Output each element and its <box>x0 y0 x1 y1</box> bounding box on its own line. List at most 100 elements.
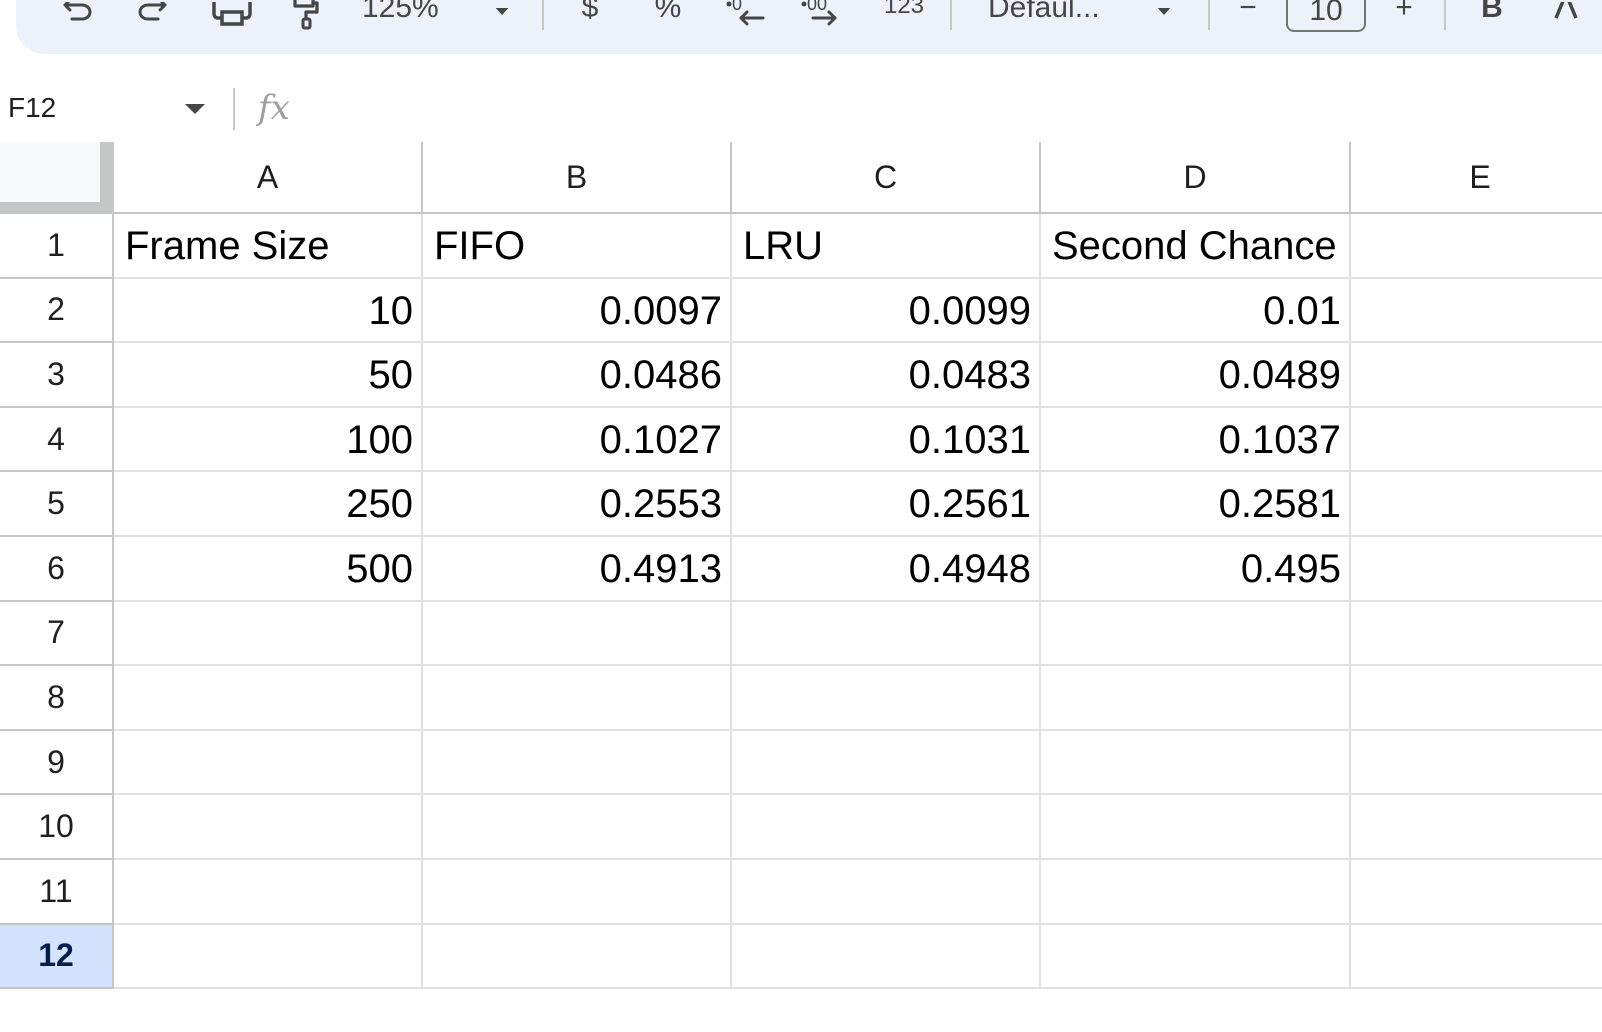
freeze-handle-vertical[interactable] <box>100 142 114 214</box>
cell-c7[interactable] <box>732 601 1041 667</box>
row-header-3[interactable]: 3 <box>0 343 114 408</box>
cell-a9[interactable] <box>114 730 423 796</box>
row-header-7[interactable]: 7 <box>0 601 114 667</box>
cell-a10[interactable] <box>114 795 423 860</box>
cell-e5[interactable] <box>1351 472 1602 537</box>
cell-d8[interactable] <box>1041 666 1351 731</box>
cell-b11[interactable] <box>423 860 732 925</box>
row-header-1[interactable]: 1 <box>0 214 114 279</box>
cell-e8[interactable] <box>1351 666 1602 731</box>
print-icon[interactable] <box>208 0 256 30</box>
font-size-increase-button[interactable]: + <box>1395 0 1413 24</box>
cell-b3[interactable]: 0.0486 <box>423 343 732 408</box>
cell-d4[interactable]: 0.1037 <box>1041 407 1351 473</box>
cell-c8[interactable] <box>732 666 1041 731</box>
cell-d10[interactable] <box>1041 795 1351 860</box>
cell-d2[interactable]: 0.01 <box>1041 278 1351 344</box>
column-header-d[interactable]: D <box>1041 142 1351 214</box>
cell-a3[interactable]: 50 <box>114 343 423 408</box>
name-box[interactable]: F12 <box>8 92 57 123</box>
cell-a2[interactable]: 10 <box>114 278 423 344</box>
cell-d6[interactable]: 0.495 <box>1041 537 1351 602</box>
row-header-8[interactable]: 8 <box>0 666 114 731</box>
cell-d7[interactable] <box>1041 601 1351 667</box>
increase-decimal-icon[interactable]: 00 <box>798 0 844 30</box>
decrease-decimal-icon[interactable]: 0 <box>722 0 768 30</box>
cell-b1[interactable]: FIFO <box>423 214 732 279</box>
paint-format-icon[interactable] <box>286 0 326 30</box>
cell-c6[interactable]: 0.4948 <box>732 537 1041 602</box>
row-header-11[interactable]: 11 <box>0 860 114 925</box>
cell-b2[interactable]: 0.0097 <box>423 278 732 344</box>
cell-d12[interactable] <box>1041 924 1351 990</box>
toolbar <box>16 0 1602 54</box>
row-header-4[interactable]: 4 <box>0 407 114 473</box>
row-header-5[interactable]: 5 <box>0 472 114 537</box>
cell-a8[interactable] <box>114 666 423 731</box>
row-header-6[interactable]: 6 <box>0 537 114 602</box>
cell-e2[interactable] <box>1351 279 1602 344</box>
cell-c10[interactable] <box>732 795 1041 860</box>
cell-d5[interactable]: 0.2581 <box>1041 472 1351 537</box>
row-header-10[interactable]: 10 <box>0 795 114 860</box>
column-header-b[interactable]: B <box>423 142 732 214</box>
cell-e9[interactable] <box>1351 731 1602 796</box>
cell-c5[interactable]: 0.2561 <box>732 472 1041 537</box>
freeze-handle-horizontal[interactable] <box>0 202 114 214</box>
cell-c9[interactable] <box>732 730 1041 796</box>
cell-a5[interactable]: 250 <box>114 472 423 537</box>
cell-e1[interactable] <box>1351 214 1602 279</box>
cell-d9[interactable] <box>1041 730 1351 796</box>
zoom-dropdown-icon[interactable] <box>488 0 516 30</box>
column-header-c[interactable]: C <box>732 142 1041 214</box>
cell-e4[interactable] <box>1351 408 1602 473</box>
font-dropdown-icon[interactable] <box>1150 0 1178 30</box>
cell-e7[interactable] <box>1351 602 1602 667</box>
font-size-decrease-button[interactable]: − <box>1239 0 1257 24</box>
cell-b6[interactable]: 0.4913 <box>423 537 732 602</box>
currency-button[interactable]: $ <box>581 0 599 24</box>
cell-a11[interactable] <box>114 860 423 925</box>
number-format-button[interactable]: 123 <box>883 0 925 19</box>
cell-a6[interactable]: 500 <box>114 537 423 602</box>
bold-button[interactable]: B <box>1481 0 1503 24</box>
cell-c1[interactable]: LRU <box>732 214 1041 279</box>
cell-b10[interactable] <box>423 795 732 860</box>
cell-b12[interactable] <box>423 924 732 990</box>
undo-icon[interactable] <box>58 0 98 30</box>
cell-e11[interactable] <box>1351 860 1602 925</box>
font-size-input[interactable]: 10 <box>1286 0 1366 32</box>
name-box-dropdown-icon[interactable] <box>184 102 206 120</box>
row-header-9[interactable]: 9 <box>0 730 114 796</box>
cell-a7[interactable] <box>114 601 423 667</box>
cell-c3[interactable]: 0.0483 <box>732 343 1041 408</box>
cell-c4[interactable]: 0.1031 <box>732 407 1041 473</box>
row-header-12[interactable]: 12 <box>0 924 114 990</box>
cell-d11[interactable] <box>1041 860 1351 925</box>
column-header-e[interactable]: E <box>1351 142 1602 214</box>
cell-a1[interactable]: Frame Size <box>114 214 423 279</box>
cell-e10[interactable] <box>1351 795 1602 860</box>
cell-e6[interactable] <box>1351 537 1602 602</box>
cell-d1[interactable]: Second Chance <box>1041 214 1351 279</box>
font-select[interactable]: Defaul... <box>988 0 1138 30</box>
cell-e3[interactable] <box>1351 343 1602 408</box>
cell-b4[interactable]: 0.1027 <box>423 407 732 473</box>
cell-a12[interactable] <box>114 924 423 990</box>
redo-icon[interactable] <box>132 0 172 30</box>
cell-c12[interactable] <box>732 924 1041 990</box>
column-header-a[interactable]: A <box>114 142 423 214</box>
zoom-select[interactable]: 125% <box>362 0 462 30</box>
cell-a4[interactable]: 100 <box>114 407 423 473</box>
cell-b9[interactable] <box>423 730 732 796</box>
cell-d3[interactable]: 0.0489 <box>1041 343 1351 408</box>
cell-c2[interactable]: 0.0099 <box>732 278 1041 344</box>
text-color-icon[interactable] <box>1552 0 1582 30</box>
cell-b8[interactable] <box>423 666 732 731</box>
row-header-2[interactable]: 2 <box>0 278 114 344</box>
cell-b5[interactable]: 0.2553 <box>423 472 732 537</box>
percent-button[interactable]: % <box>654 0 682 24</box>
cell-c11[interactable] <box>732 860 1041 925</box>
cell-b7[interactable] <box>423 601 732 667</box>
cell-e12[interactable] <box>1351 925 1602 990</box>
